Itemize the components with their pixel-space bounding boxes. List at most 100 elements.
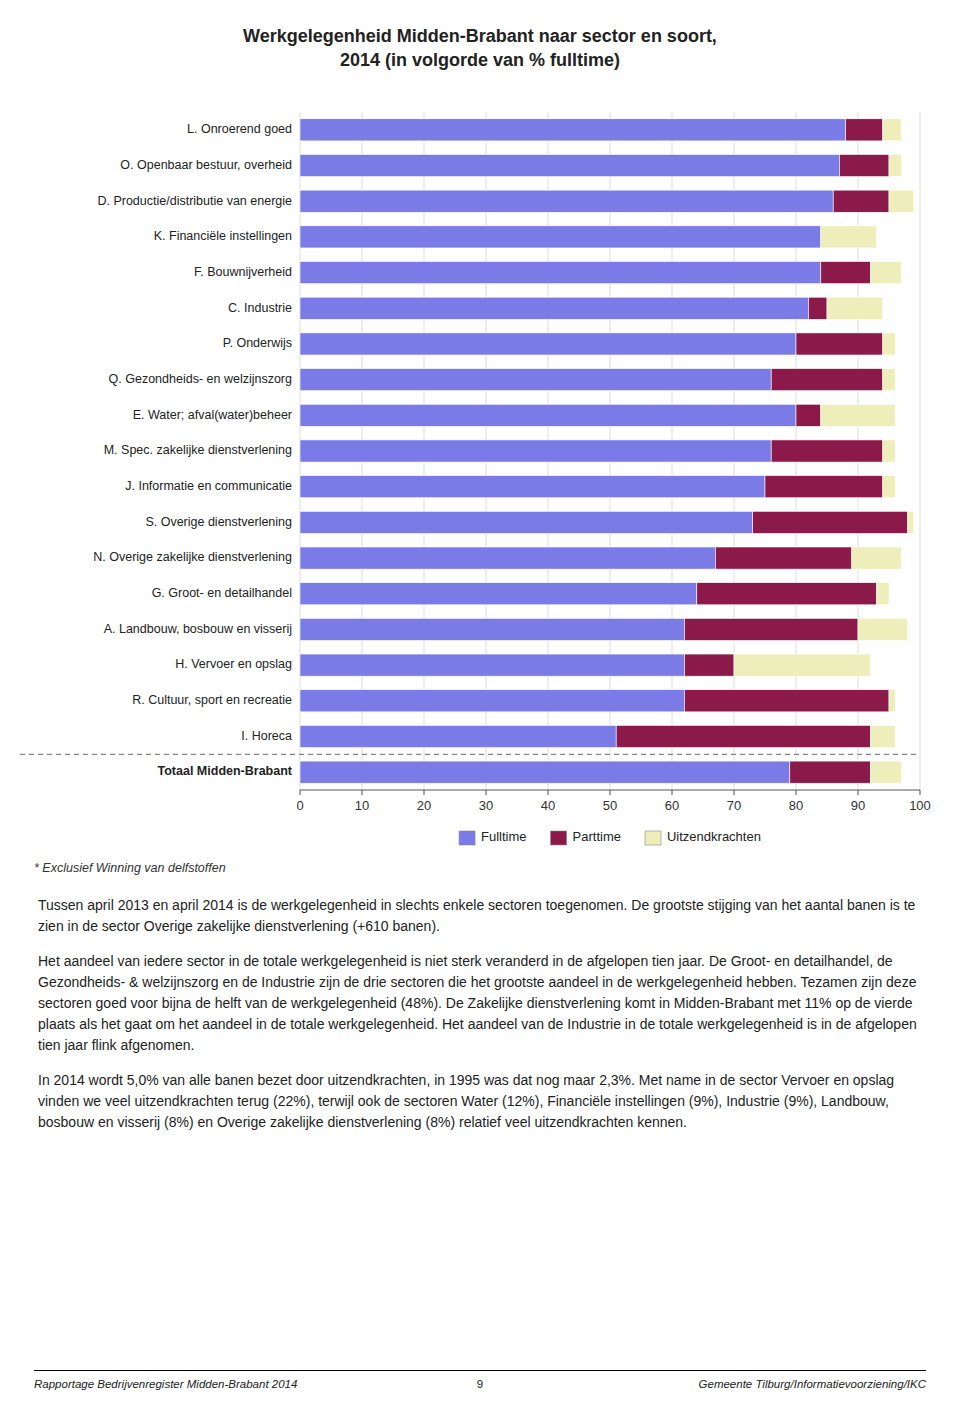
tick-label: 10 [355,798,369,813]
tick-mark [610,790,611,795]
bar [821,226,877,248]
bar [821,262,871,284]
category-label: P. Onderwijs [223,336,292,350]
chart: Werkgelegenheid Midden-Brabant naar sect… [0,0,960,885]
tick-mark [300,790,301,795]
category-label: J. Informatie en communicatie [125,479,292,493]
footer-text: Gemeente Tilburg/Informatievoorziening/I… [699,1378,926,1390]
legend-swatch [645,831,661,845]
category-label: D. Productie/distributie van energie [97,194,292,208]
bar [883,369,895,391]
category-label: F. Bouwnijverheid [194,265,292,279]
bar [870,761,901,783]
category-label: I. Horeca [241,729,292,743]
category-label: Totaal Midden-Brabant [158,764,293,778]
bar [846,119,883,141]
category-label: K. Financiële instellingen [154,229,292,243]
footnote: * Exclusief Winning van delfstoffen [34,861,226,875]
tick-label: 30 [479,798,493,813]
paragraph: Het aandeel van iedere sector in de tota… [38,951,922,1056]
bar [300,190,833,212]
bar [300,654,684,676]
legend-label: Parttime [573,829,621,844]
bars [300,119,914,783]
tick-label: 50 [603,798,617,813]
tick-mark [796,790,797,795]
legend-item: Fulltime [459,829,527,845]
category-label: L. Onroerend goed [187,122,292,136]
tick-mark [858,790,859,795]
tick-label: 90 [851,798,865,813]
tick-mark [672,790,673,795]
page: Werkgelegenheid Midden-Brabant naar sect… [0,0,960,1422]
bar [734,654,870,676]
bar [684,618,858,640]
bar [771,369,883,391]
legend-item: Uitzendkrachten [645,829,761,845]
bar [858,618,908,640]
bar [300,761,790,783]
tick-label: 80 [789,798,803,813]
tick-label: 70 [727,798,741,813]
x-ticks: 0102030405060708090100 [296,790,930,813]
footer-text: Rapportage Bedrijvenregister Midden-Brab… [34,1378,297,1390]
footer-line [34,1370,926,1371]
tick-label: 60 [665,798,679,813]
bar [870,262,901,284]
bar [684,654,734,676]
category-label: N. Overige zakelijke dienstverlening [93,550,292,564]
bar [300,154,839,176]
legend-label: Uitzendkrachten [667,829,761,844]
bar [753,511,908,533]
paragraph: In 2014 wordt 5,0% van alle banen bezet … [38,1070,922,1133]
tick-label: 100 [909,798,931,813]
bar [715,547,851,569]
bar [790,761,871,783]
bar [889,190,914,212]
bar [908,511,914,533]
bar [877,583,889,605]
category-label: A. Landbouw, bosbouw en visserij [104,622,292,636]
bar [796,404,821,426]
category-label: G. Groot- en detailhandel [152,586,292,600]
legend: Fulltime Parttime Uitzendkrachten [459,829,761,845]
bar [300,262,821,284]
bar [870,725,895,747]
bar [300,547,715,569]
bar [300,297,808,319]
bar [300,725,616,747]
title-line: 2014 (in volgorde van % fulltime) [340,50,620,70]
category-label: H. Vervoer en opslag [175,657,292,671]
bar [827,297,883,319]
separator [20,754,920,755]
grid [300,112,920,790]
bar [300,440,771,462]
bar [833,190,889,212]
x-axis [300,790,920,791]
bar [300,618,684,640]
category-label: C. Industrie [228,301,292,315]
bar [300,404,796,426]
bar [300,119,846,141]
category-label: E. Water; afval(water)beheer [133,408,292,422]
legend-label: Fulltime [481,829,527,844]
bar [889,690,895,712]
bar [883,333,895,355]
bar [839,154,889,176]
bar [821,404,895,426]
bar [771,440,883,462]
category-label: M. Spec. zakelijke dienstverlening [104,443,292,457]
tick-mark [734,790,735,795]
legend-swatch [551,831,567,845]
title: Werkgelegenheid Midden-Brabant naar sect… [243,26,717,70]
bar [616,725,870,747]
bar [796,333,883,355]
bar [765,476,883,498]
bar [852,547,902,569]
category-label: S. Overige dienstverlening [145,515,292,529]
bar [300,476,765,498]
tick-mark [920,790,921,795]
bar [684,690,889,712]
tick-label: 40 [541,798,555,813]
bar [300,369,771,391]
